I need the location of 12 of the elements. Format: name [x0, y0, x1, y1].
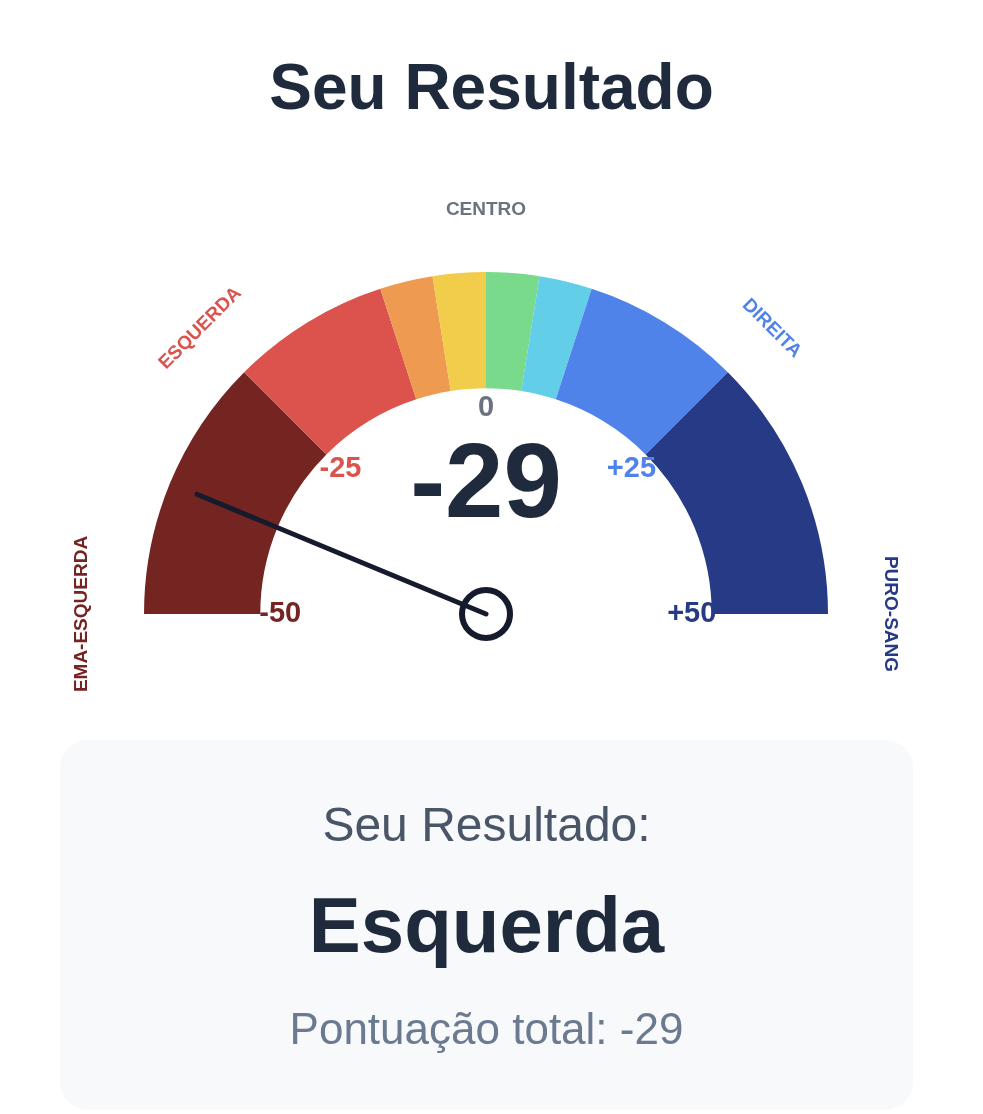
text: Esquerda — [308, 881, 665, 969]
text: -25 — [319, 450, 362, 483]
slice-label: PURO-SANG — [880, 555, 902, 673]
text: Seu Resultado: — [322, 798, 651, 851]
text: -29 — [410, 422, 562, 539]
text: +25 — [606, 450, 657, 483]
text: -50 — [259, 596, 302, 628]
text: 0 — [477, 390, 495, 423]
chart-title: Seu Resultado — [269, 51, 714, 123]
slice-label: EMA-ESQUERDA — [70, 535, 92, 693]
text: Pontuação total: -29 — [289, 1004, 684, 1053]
text: CENTRO — [445, 198, 527, 220]
